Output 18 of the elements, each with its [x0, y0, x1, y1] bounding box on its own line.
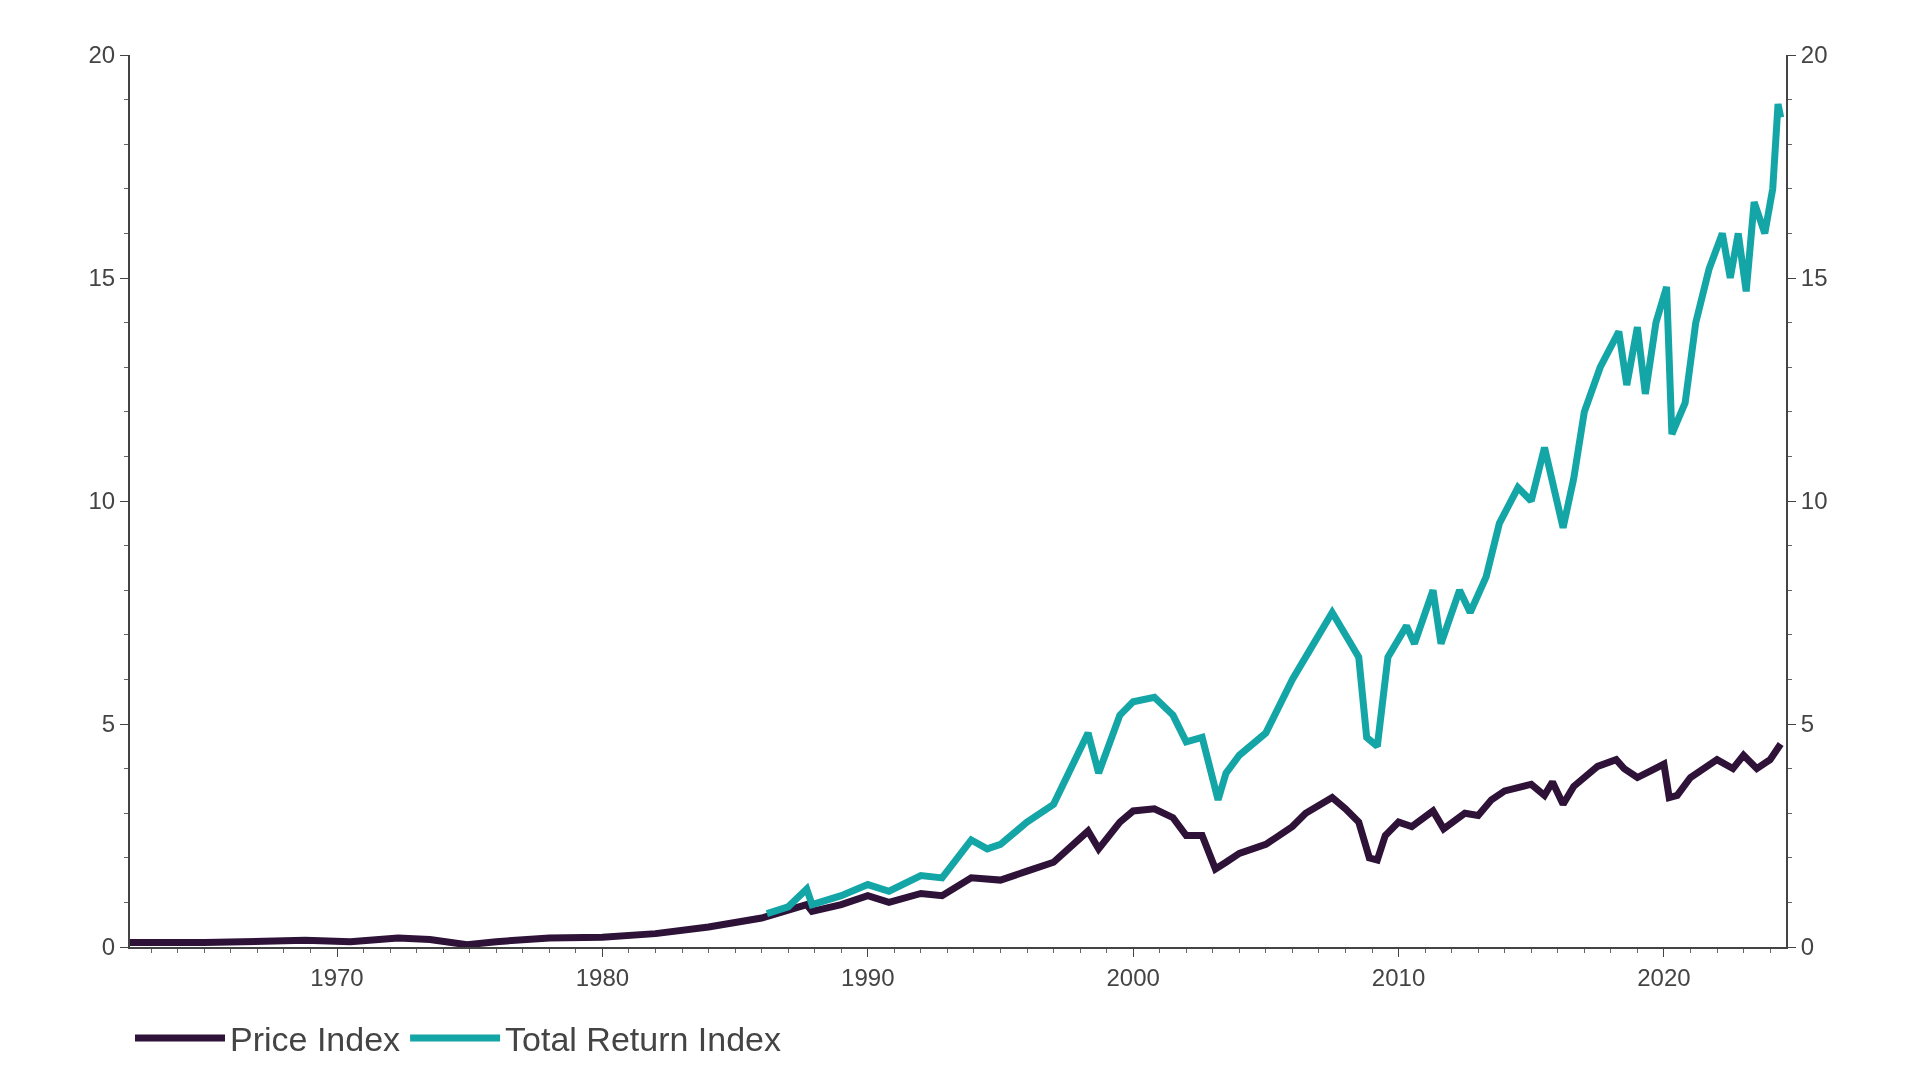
x-tick-label: 2020 [1637, 963, 1691, 991]
x-tick-label: 1990 [841, 963, 895, 991]
y2-tick-label: 15 [1800, 264, 1828, 292]
y2-tick-label: 0 [1800, 933, 1815, 961]
y-tick-label: 15 [88, 264, 116, 292]
y2-tick-label: 10 [1800, 487, 1828, 515]
y2-tick-label: 5 [1800, 710, 1815, 738]
x-tick-label: 2010 [1371, 963, 1426, 991]
y-tick-label: 0 [101, 933, 116, 961]
y2-tick-label: 20 [1800, 41, 1828, 69]
x-tick-label: 1970 [310, 963, 364, 991]
x-tick-label: 2000 [1106, 963, 1160, 991]
y-tick-label: 5 [101, 710, 116, 738]
legend-label: Total Return Index [505, 1020, 782, 1059]
x-tick-label: 1980 [575, 963, 630, 991]
legend-label: Price Index [230, 1020, 401, 1059]
y-tick-label: 20 [88, 41, 116, 69]
y-tick-label: 10 [88, 487, 116, 515]
